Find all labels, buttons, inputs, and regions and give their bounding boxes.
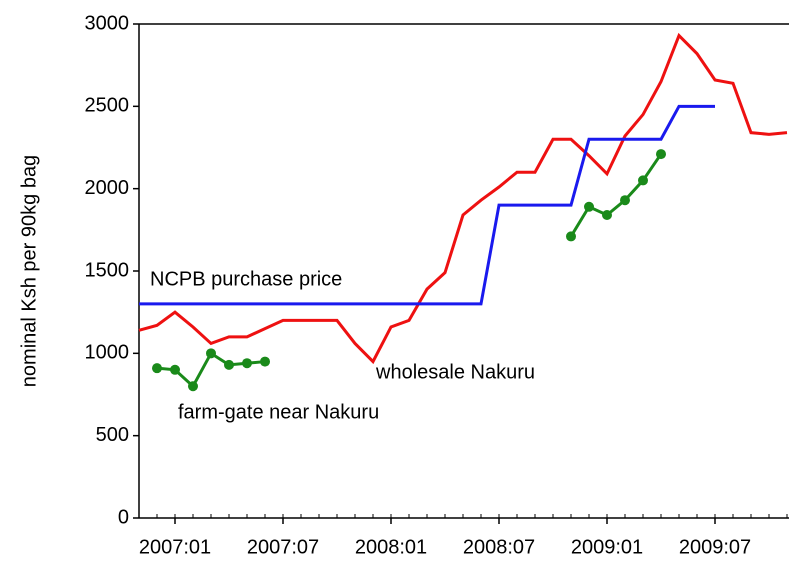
y-tick-label: 500 (96, 424, 129, 446)
x-tick-label: 2008:07 (463, 536, 535, 558)
y-tick-label: 0 (118, 506, 129, 528)
y-axis-label: nominal Ksh per 90kg bag (18, 155, 40, 387)
y-tick-label: 1000 (85, 342, 130, 364)
point (224, 359, 234, 370)
x-tick-label: 2008:01 (355, 536, 427, 558)
series-annotation: farm-gate near Nakuru (178, 401, 379, 423)
point (152, 363, 162, 374)
y-tick-label: 2500 (85, 95, 130, 117)
series-annotation: NCPB purchase price (150, 268, 342, 290)
point (206, 348, 216, 359)
x-tick-label: 2009:01 (571, 536, 643, 558)
series-line (139, 104, 715, 306)
y-tick-label: 1500 (85, 259, 130, 281)
point (188, 381, 198, 392)
point (620, 195, 630, 206)
y-tick-label: 2000 (85, 177, 130, 199)
point (242, 358, 252, 369)
series-annotation: wholesale Nakuru (375, 361, 535, 383)
x-tick-label: 2007:07 (247, 536, 319, 558)
point (656, 149, 666, 160)
point (602, 210, 612, 221)
point (584, 201, 594, 212)
x-tick-label: 2007:01 (139, 536, 211, 558)
point (566, 231, 576, 242)
x-tick-label: 2009:07 (679, 536, 751, 558)
point (638, 175, 648, 186)
point (260, 356, 270, 367)
y-tick-label: 3000 (85, 12, 130, 34)
point (170, 364, 180, 375)
series-line (138, 32, 788, 365)
